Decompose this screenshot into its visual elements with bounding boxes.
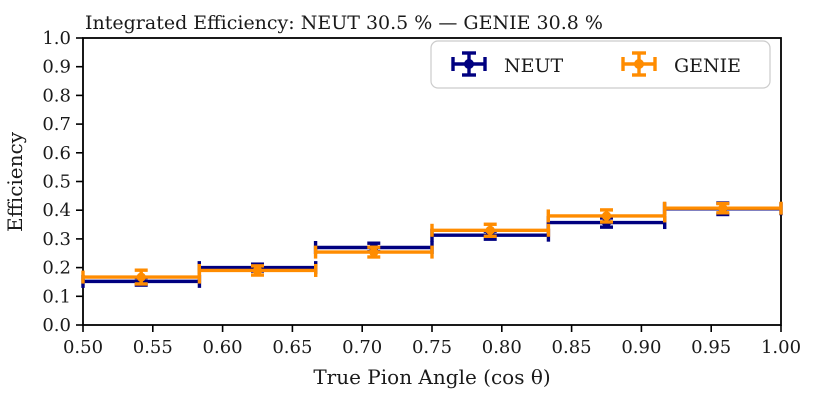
marker: [136, 272, 146, 282]
data-point: [662, 201, 783, 215]
x-tick-label: 0.65: [272, 337, 312, 358]
series-neut: [81, 201, 783, 288]
data-series: [81, 201, 783, 288]
y-tick-label: 0.0: [42, 315, 71, 336]
legend-marker-genie: [621, 51, 657, 77]
x-tick-label: 0.85: [552, 337, 592, 358]
legend-marker-dot: [634, 59, 644, 69]
legend-box: [430, 40, 771, 89]
legend: NEUT GENIE: [430, 40, 771, 89]
y-tick-label: 0.4: [42, 200, 71, 221]
x-tick-label: 1.00: [761, 337, 801, 358]
legend-label-neut: NEUT: [504, 55, 564, 77]
x-tick-label: 0.90: [621, 337, 661, 358]
y-tick-label: 0.6: [42, 143, 71, 164]
marker: [601, 211, 612, 221]
data-point: [197, 263, 318, 277]
marker: [718, 203, 728, 213]
x-tick-label: 0.95: [691, 337, 731, 358]
legend-marker-dot: [464, 59, 474, 69]
legend-marker-neut: [451, 51, 487, 77]
y-tick-label: 0.3: [42, 229, 71, 250]
marker: [369, 247, 379, 257]
series-genie: [81, 201, 783, 286]
marker: [485, 225, 495, 235]
y-tick-label: 0.5: [42, 172, 71, 193]
y-axis-label: Efficiency: [3, 131, 27, 232]
x-tick-label: 0.75: [412, 337, 452, 358]
chart-title: Integrated Efficiency: NEUT 30.5 % — GEN…: [85, 12, 603, 34]
x-tick-label: 0.60: [203, 337, 243, 358]
data-point: [430, 222, 551, 239]
legend-label-genie: GENIE: [674, 55, 741, 77]
y-tick-label: 0.1: [42, 286, 71, 307]
x-axis-label: True Pion Angle (cos θ): [313, 365, 550, 389]
data-point: [313, 245, 434, 259]
y-tick-label: 0.8: [42, 85, 71, 106]
x-tick-label: 0.50: [63, 337, 103, 358]
data-point: [546, 208, 667, 224]
axes: 0.50 0.55 0.60 0.65 0.70 0.75 0.80 0.85 0.90 0.95…: [42, 28, 801, 358]
x-tick-label: 0.55: [133, 337, 173, 358]
x-tick-label: 0.70: [342, 337, 382, 358]
y-tick-label: 1.0: [42, 28, 71, 49]
x-tick-label: 0.80: [482, 337, 522, 358]
marker: [252, 265, 263, 276]
y-tick-label: 0.2: [42, 258, 71, 279]
y-tick-label: 0.7: [42, 114, 71, 135]
y-tick-label: 0.9: [42, 57, 71, 78]
